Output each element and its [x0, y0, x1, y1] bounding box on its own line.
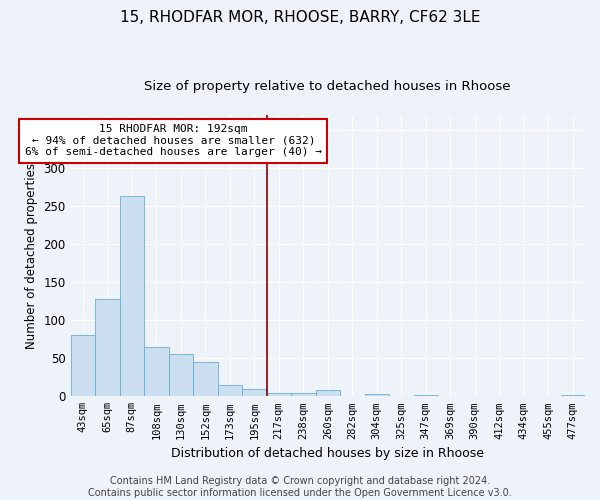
Text: 15, RHODFAR MOR, RHOOSE, BARRY, CF62 3LE: 15, RHODFAR MOR, RHOOSE, BARRY, CF62 3LE [120, 10, 480, 25]
Bar [266, 392, 291, 396]
Bar [560, 395, 585, 396]
Bar [193, 362, 218, 396]
Bar [291, 392, 316, 396]
Bar [316, 390, 340, 396]
Bar [71, 336, 95, 396]
Y-axis label: Number of detached properties: Number of detached properties [25, 162, 38, 348]
Bar [218, 385, 242, 396]
Bar [144, 347, 169, 397]
Bar [413, 395, 438, 396]
Text: 15 RHODFAR MOR: 192sqm
← 94% of detached houses are smaller (632)
6% of semi-det: 15 RHODFAR MOR: 192sqm ← 94% of detached… [25, 124, 322, 158]
Bar [169, 354, 193, 397]
Bar [242, 388, 266, 396]
Text: Contains HM Land Registry data © Crown copyright and database right 2024.
Contai: Contains HM Land Registry data © Crown c… [88, 476, 512, 498]
Title: Size of property relative to detached houses in Rhoose: Size of property relative to detached ho… [145, 80, 511, 93]
X-axis label: Distribution of detached houses by size in Rhoose: Distribution of detached houses by size … [171, 447, 484, 460]
Bar [95, 299, 119, 396]
Bar [119, 196, 144, 396]
Bar [365, 394, 389, 396]
